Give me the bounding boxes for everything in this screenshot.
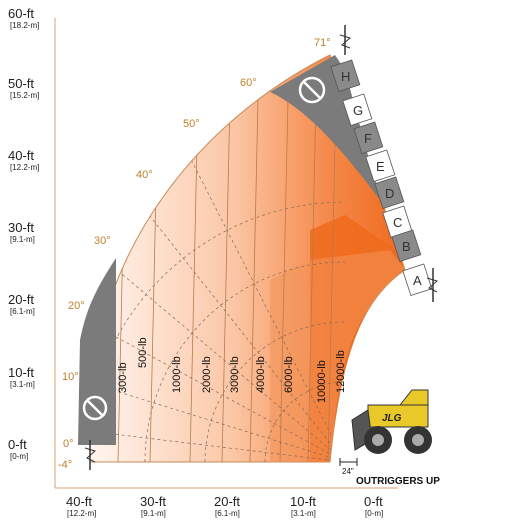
- y-axis-tick-label: 10-ft: [8, 365, 34, 380]
- load-zone-dividers: [117, 99, 337, 462]
- y-axis-tick-sublabel: [15.2-m]: [10, 91, 39, 100]
- restricted-zone-top: [270, 55, 380, 200]
- x-axis-tick-label: 40-ft: [66, 494, 92, 509]
- y-axis-tick-sublabel: [18.2-m]: [10, 21, 39, 30]
- boom-segment-h: H: [330, 59, 361, 93]
- load-zone-divider: [327, 99, 337, 462]
- y-axis-tick-label: 0-ft: [8, 437, 27, 452]
- boom-pin-bottom: [84, 440, 97, 470]
- boom-segment-label: D: [385, 186, 394, 201]
- y-axis-tick-label: 30-ft: [8, 220, 34, 235]
- y-axis-tick-sublabel: [3.1-m]: [10, 380, 35, 389]
- angle-labels: 71° 60° 50° 40° 30° 20° 10° 0° -4°: [58, 37, 331, 471]
- angle-label: 50°: [183, 118, 200, 130]
- boom-segment-label: B: [402, 239, 411, 254]
- radius-arc: [264, 381, 346, 462]
- load-zone-divider: [307, 99, 317, 462]
- x-axis-tick-label: 20-ft: [214, 494, 240, 509]
- x-axis-tick-sublabel: [3.1-m]: [291, 509, 316, 518]
- angle-label: 0°: [63, 438, 74, 450]
- x-axis-tick-sublabel: [6.1-m]: [215, 509, 240, 518]
- x-axis-labels: 40-ft[12.2-m] 30-ft[9.1-m] 20-ft[6.1-m] 10-…: [66, 494, 383, 518]
- x-axis-tick-sublabel: [12.2-m]: [67, 509, 96, 518]
- boom-segment-label: H: [341, 69, 350, 84]
- boom-segment-label: C: [393, 215, 402, 230]
- load-zone-divider: [249, 99, 259, 462]
- load-zone-label: 2000-lb: [201, 356, 213, 393]
- x-axis-tick-label: 10-ft: [290, 494, 316, 509]
- plot-frame: [54, 18, 398, 489]
- load-zone-divider: [279, 99, 289, 462]
- boom-segment-label: E: [376, 159, 385, 174]
- y-axis-tick-sublabel: [6.1-m]: [10, 307, 35, 316]
- heavy-zones: [270, 215, 405, 462]
- x-axis-tick-label: 0-ft: [364, 494, 383, 509]
- boom-segment-label: G: [353, 103, 363, 118]
- boom-segment-label: F: [364, 131, 372, 146]
- outriggers-label: OUTRIGGERS UP: [356, 476, 440, 487]
- boom-segment-e: E: [365, 149, 396, 183]
- load-zone-label: 1000-lb: [171, 356, 183, 393]
- boom-segment-c: C: [382, 205, 413, 239]
- no-entry-icon: [298, 76, 326, 104]
- x-axis-tick-sublabel: [0-m]: [365, 509, 383, 518]
- angle-label: 40°: [136, 169, 153, 181]
- angle-ray: [96, 148, 346, 462]
- load-zone-label: 300-lb: [117, 362, 129, 393]
- load-zone-label: 3000-lb: [229, 356, 241, 393]
- angle-ray: [90, 269, 346, 462]
- x-axis-tick-sublabel: [9.1-m]: [141, 509, 166, 518]
- angle-label: 20°: [68, 300, 85, 312]
- y-axis-tick-label: 60-ft: [8, 6, 34, 21]
- load-zone-label: 12000-lb: [335, 350, 347, 393]
- brand-logo: JLG: [382, 413, 402, 424]
- y-axis-tick-label: 50-ft: [8, 76, 34, 91]
- boom-segment-g: G: [342, 93, 373, 127]
- load-zone-divider: [189, 99, 199, 462]
- boom-segment-b: B: [391, 229, 422, 263]
- load-zone-label: 500-lb: [137, 337, 149, 368]
- boom-pin-top: [339, 25, 352, 55]
- y-axis-tick-sublabel: [9.1-m]: [10, 235, 35, 244]
- radius-arc: [144, 261, 346, 462]
- radius-arc: [90, 201, 346, 462]
- angle-label: -4°: [58, 459, 72, 471]
- radius-arc: [204, 321, 346, 462]
- angle-label: 60°: [240, 77, 257, 89]
- boom-segment-label: A: [413, 273, 422, 288]
- angle-label: 10°: [62, 371, 79, 383]
- load-zone-label: 10000-lb: [316, 360, 328, 403]
- telehandler-machine: JLG 24" OUTRIGGERS UP: [339, 389, 440, 487]
- y-axis-tick-label: 40-ft: [8, 148, 34, 163]
- y-axis-tick-sublabel: [12.2-m]: [10, 163, 39, 172]
- boom-pin-right: [426, 268, 439, 302]
- load-zone-labels: 300-lb 500-lb 1000-lb 2000-lb 3000-lb 4000-lb…: [117, 337, 347, 403]
- boom-segment-f: F: [353, 121, 384, 155]
- angle-label: 71°: [314, 37, 331, 49]
- restricted-zone-left: [78, 258, 116, 445]
- load-zone-divider: [221, 99, 231, 462]
- y-axis-labels: 60-ft[18.2-m] 50-ft[15.2-m] 40-ft[12.2-m] 3…: [8, 6, 39, 461]
- x-axis-tick-label: 30-ft: [140, 494, 166, 509]
- boom-segment-a: A: [402, 263, 433, 297]
- angle-ray: [163, 105, 346, 462]
- angle-grid: [90, 105, 346, 462]
- y-axis-tick-sublabel: [0-m]: [10, 452, 28, 461]
- angle-label: 30°: [94, 235, 111, 247]
- bumper-dimension: 24": [342, 467, 354, 476]
- load-zone-label: 4000-lb: [255, 356, 267, 393]
- y-axis-tick-label: 20-ft: [8, 292, 34, 307]
- no-entry-icon: [82, 395, 108, 421]
- boom-segment-d: D: [374, 176, 405, 210]
- load-zone-label: 6000-lb: [283, 356, 295, 393]
